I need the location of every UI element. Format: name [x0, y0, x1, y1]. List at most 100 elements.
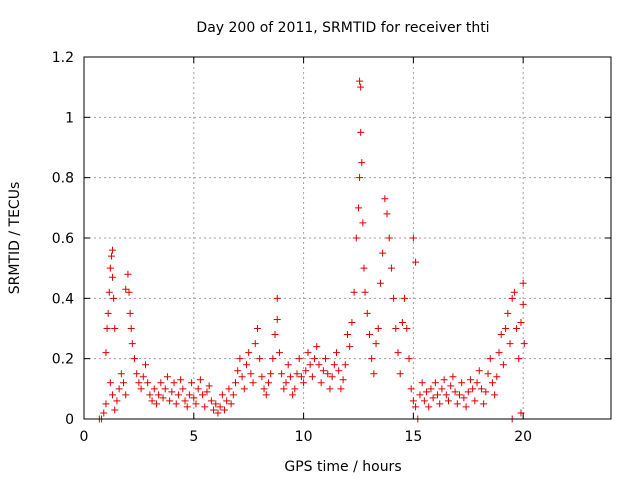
data-point	[106, 379, 114, 387]
data-point	[401, 294, 409, 302]
data-point	[152, 400, 160, 408]
y-tick-labels: 0 0.2 0.4 0.6 0.8 1 1.2	[52, 50, 74, 428]
data-point	[205, 382, 213, 390]
data-point	[517, 409, 525, 417]
data-point	[350, 288, 358, 296]
data-point	[111, 406, 119, 414]
data-point	[313, 343, 321, 351]
data-point	[358, 159, 366, 167]
data-point	[267, 370, 275, 378]
data-point	[497, 331, 505, 339]
data-point	[115, 385, 123, 393]
data-point	[466, 376, 474, 384]
data-point	[436, 400, 444, 408]
data-point	[199, 391, 207, 399]
data-point	[322, 355, 330, 363]
data-point	[163, 373, 171, 381]
data-point	[383, 210, 391, 218]
data-point	[159, 394, 167, 402]
data-point	[508, 294, 516, 302]
data-point	[300, 379, 308, 387]
data-point	[491, 391, 499, 399]
data-point	[280, 385, 288, 393]
data-point	[502, 325, 510, 332]
data-point	[488, 379, 496, 387]
data-point	[407, 385, 415, 393]
data-point	[405, 355, 413, 363]
data-point	[335, 367, 343, 375]
data-point	[110, 294, 118, 302]
y-tick-label: 0	[65, 412, 74, 428]
chart-title: Day 200 of 2011, SRMTID for receiver tht…	[196, 20, 489, 36]
data-point	[387, 264, 395, 272]
x-tick-label: 20	[514, 429, 532, 445]
data-point	[179, 385, 187, 393]
data-point	[106, 264, 114, 272]
data-point	[249, 379, 257, 387]
data-point	[126, 309, 134, 317]
data-point	[170, 379, 178, 387]
data-point	[238, 373, 246, 381]
data-point	[425, 403, 433, 411]
data-point	[109, 246, 117, 254]
data-point	[120, 379, 128, 387]
data-point	[356, 174, 364, 182]
data-point	[260, 385, 268, 393]
data-point	[104, 309, 112, 317]
data-point	[469, 385, 477, 393]
data-point	[412, 403, 420, 411]
data-point	[291, 385, 299, 393]
data-point	[513, 325, 521, 332]
data-points	[95, 77, 528, 423]
data-point	[192, 400, 200, 408]
x-tick-labels: 0 5 10 15 20	[80, 429, 533, 445]
x-tick-label: 0	[80, 429, 89, 445]
data-point	[155, 391, 163, 399]
data-point	[434, 391, 442, 399]
data-point	[185, 391, 193, 399]
data-point	[506, 340, 514, 348]
data-point	[409, 234, 417, 242]
data-point	[183, 403, 191, 411]
data-point	[504, 309, 512, 317]
data-point	[412, 258, 420, 266]
data-point	[295, 355, 303, 363]
data-point	[385, 234, 393, 242]
data-point	[297, 373, 305, 381]
data-point	[137, 385, 145, 393]
data-point	[471, 397, 479, 405]
axis-ticks	[83, 56, 611, 420]
data-point	[462, 403, 470, 411]
data-point	[370, 370, 378, 378]
data-point	[127, 325, 135, 332]
data-point	[302, 367, 310, 375]
data-point	[440, 376, 448, 384]
data-point	[203, 388, 211, 396]
data-point	[357, 83, 365, 91]
data-point	[306, 361, 314, 369]
data-point	[356, 77, 364, 85]
data-point	[188, 379, 196, 387]
data-point	[442, 391, 450, 399]
y-tick-label: 0.2	[52, 352, 74, 368]
data-point	[308, 373, 316, 381]
data-point	[348, 318, 356, 326]
data-point	[177, 376, 185, 384]
data-point	[144, 379, 152, 387]
data-point	[438, 385, 446, 393]
data-point	[361, 288, 369, 296]
data-point	[304, 349, 312, 357]
data-point	[445, 397, 453, 405]
data-point	[520, 340, 528, 348]
data-point	[453, 400, 461, 408]
y-tick-label: 1.2	[52, 50, 74, 66]
data-point	[510, 288, 518, 296]
data-point	[344, 331, 351, 339]
data-point	[113, 397, 121, 405]
data-point	[339, 376, 347, 384]
x-tick-label: 15	[404, 429, 422, 445]
data-point	[449, 373, 457, 381]
data-point	[477, 385, 485, 393]
data-point	[333, 349, 341, 357]
